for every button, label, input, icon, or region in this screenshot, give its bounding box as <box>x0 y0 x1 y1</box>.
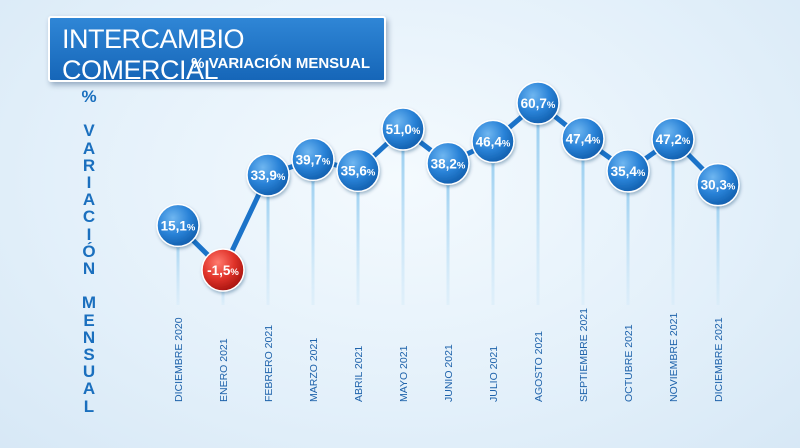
data-label: 51,0% <box>386 122 421 137</box>
x-tick-label: MARZO 2021 <box>308 338 320 402</box>
y-axis-label: % V A R I A C I Ó N M E N S U A L <box>81 87 97 416</box>
point-marker <box>471 119 515 164</box>
point-marker <box>651 117 695 161</box>
data-label: 47,2% <box>656 132 691 147</box>
point-marker <box>246 153 290 197</box>
x-tick-label: JULIO 2021 <box>488 346 500 402</box>
data-point: 15,1% <box>156 203 200 248</box>
x-tick-label: FEBRERO 2021 <box>263 325 275 402</box>
data-point: 51,0% <box>381 107 425 151</box>
x-tick-label: MAYO 2021 <box>398 345 410 402</box>
drop-line <box>581 138 585 305</box>
data-label: 33,9% <box>251 168 286 183</box>
drop-line <box>671 139 675 305</box>
x-tick-label: SEPTIEMBRE 2021 <box>578 308 590 402</box>
drop-line <box>266 174 270 305</box>
point-marker <box>561 116 605 161</box>
data-point: 47,2% <box>651 117 695 161</box>
data-point: 47,4% <box>561 116 605 161</box>
data-label: 35,6% <box>341 163 376 178</box>
chart-subtitle: % VARIACIÓN MENSUAL <box>191 55 370 72</box>
point-marker <box>156 203 200 248</box>
title-banner: INTERCAMBIO COMERCIAL % VARIACIÓN MENSUA… <box>48 16 386 85</box>
x-tick-label: AGOSTO 2021 <box>533 331 545 402</box>
drop-line <box>491 141 495 305</box>
data-point: 35,6% <box>336 148 380 193</box>
point-marker <box>291 137 335 182</box>
drop-line <box>401 129 405 305</box>
x-tick-label: NOVIEMBRE 2021 <box>668 313 680 402</box>
drop-line <box>356 170 360 305</box>
x-tick-label: ABRIL 2021 <box>353 346 365 402</box>
drop-line <box>446 163 450 305</box>
data-label: 15,1% <box>161 218 196 233</box>
data-label: 30,3% <box>701 178 736 193</box>
data-label: 60,7% <box>521 96 556 111</box>
point-marker <box>336 148 380 193</box>
data-label: 39,7% <box>296 152 331 167</box>
x-tick-label: ENERO 2021 <box>218 338 230 402</box>
data-label: -1,5% <box>207 263 239 278</box>
drop-line <box>536 103 540 305</box>
x-tick-label: DICIEMBRE 2020 <box>173 317 185 402</box>
data-point: 39,7% <box>291 137 335 182</box>
drop-line <box>716 184 720 305</box>
point-marker <box>696 162 740 207</box>
data-point: 33,9% <box>246 153 290 197</box>
negative-point-marker <box>201 248 245 292</box>
point-marker <box>426 141 470 186</box>
x-tick-label: JUNIO 2021 <box>443 344 455 402</box>
data-point: 30,3% <box>696 162 740 207</box>
x-tick-label: DICIEMBRE 2021 <box>713 317 725 402</box>
data-label: 46,4% <box>476 134 511 149</box>
drop-line <box>176 225 180 305</box>
data-point: 35,4% <box>606 149 650 193</box>
data-label: 38,2% <box>431 156 466 171</box>
point-marker <box>516 81 560 125</box>
drop-line <box>311 159 315 305</box>
x-tick-label: OCTUBRE 2021 <box>623 324 635 402</box>
data-label: 35,4% <box>611 164 646 179</box>
point-marker <box>381 107 425 151</box>
data-point: 38,2% <box>426 141 470 186</box>
point-marker <box>606 149 650 193</box>
data-label: 47,4% <box>566 132 601 147</box>
drop-line <box>626 170 630 305</box>
chart-title: INTERCAMBIO COMERCIAL <box>62 24 245 85</box>
data-point: -1,5% <box>201 248 245 292</box>
data-point: 46,4% <box>471 119 515 164</box>
data-point: 60,7% <box>516 81 560 125</box>
